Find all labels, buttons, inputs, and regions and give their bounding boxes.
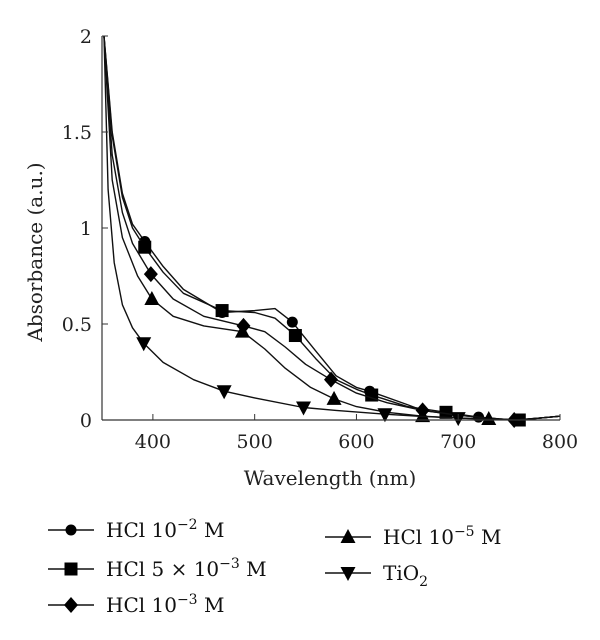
legend-marker-diamond — [64, 597, 78, 613]
series-triangle-down — [103, 35, 561, 427]
legend-label: TiO2 — [383, 561, 428, 590]
legend-item: HCl 10−3 M — [48, 592, 224, 617]
data-point-triangle-down — [377, 408, 393, 423]
data-point-triangle-up — [326, 390, 342, 405]
x-axis-title: Wavelength (nm) — [244, 466, 417, 490]
data-point-triangle-up — [415, 408, 431, 423]
data-point-diamond — [324, 371, 338, 388]
data-point-square — [138, 240, 152, 254]
axes: 400 500 600 700 800 0 0.5 1 1.5 2 — [62, 26, 578, 453]
x-tick-label: 400 — [135, 431, 171, 453]
series-line — [103, 35, 561, 421]
y-tick-label: 0 — [80, 410, 92, 432]
legend-marker-triangle-down — [340, 567, 356, 581]
data-point-triangle-up — [144, 291, 160, 306]
x-tick-label: 800 — [542, 431, 578, 453]
data-point-square — [288, 329, 302, 343]
series-triangle-up — [103, 35, 561, 426]
data-point-square — [215, 304, 229, 318]
legend-marker-square — [64, 562, 78, 576]
series-line — [103, 35, 561, 421]
legend-label: HCl 10−5 M — [383, 524, 501, 549]
data-point-circle — [286, 316, 298, 328]
data-point-triangle-down — [136, 337, 152, 352]
legend-label: HCl 5 × 10−3 M — [106, 556, 267, 581]
x-tick-label: 700 — [440, 431, 476, 453]
y-tick-label: 1.5 — [62, 122, 92, 144]
data-point-triangle-up — [234, 323, 250, 338]
x-tick-label: 500 — [237, 431, 273, 453]
legend: HCl 10−2 M HCl 5 × 10−3 M HCl 10−3 M HCl 10… — [48, 517, 501, 617]
y-tick-label: 2 — [80, 26, 92, 48]
series-line — [103, 35, 561, 421]
plot-area — [103, 35, 561, 428]
x-tick-label: 600 — [338, 431, 374, 453]
legend-item: TiO2 — [325, 561, 428, 590]
legend-item: HCl 5 × 10−3 M — [48, 556, 267, 581]
y-tick-label: 1 — [80, 218, 92, 240]
legend-item: HCl 10−5 M — [325, 524, 501, 549]
series-line — [103, 35, 561, 421]
y-axis-title: Absorbance (a.u.) — [23, 162, 47, 342]
data-point-triangle-down — [296, 401, 312, 416]
data-point-triangle-up — [481, 411, 497, 426]
legend-marker-circle — [65, 524, 77, 536]
data-point-triangle-down — [216, 385, 232, 400]
legend-label: HCl 10−3 M — [106, 592, 224, 617]
data-point-diamond — [143, 266, 158, 283]
series-diamond — [103, 35, 561, 428]
y-tick-label: 0.5 — [62, 314, 92, 336]
series-line — [103, 35, 561, 421]
legend-label: HCl 10−2 M — [106, 517, 224, 542]
series-circle — [103, 35, 561, 423]
data-point-square — [439, 405, 453, 419]
legend-item: HCl 10−2 M — [48, 517, 224, 542]
legend-marker-triangle-up — [340, 529, 356, 543]
